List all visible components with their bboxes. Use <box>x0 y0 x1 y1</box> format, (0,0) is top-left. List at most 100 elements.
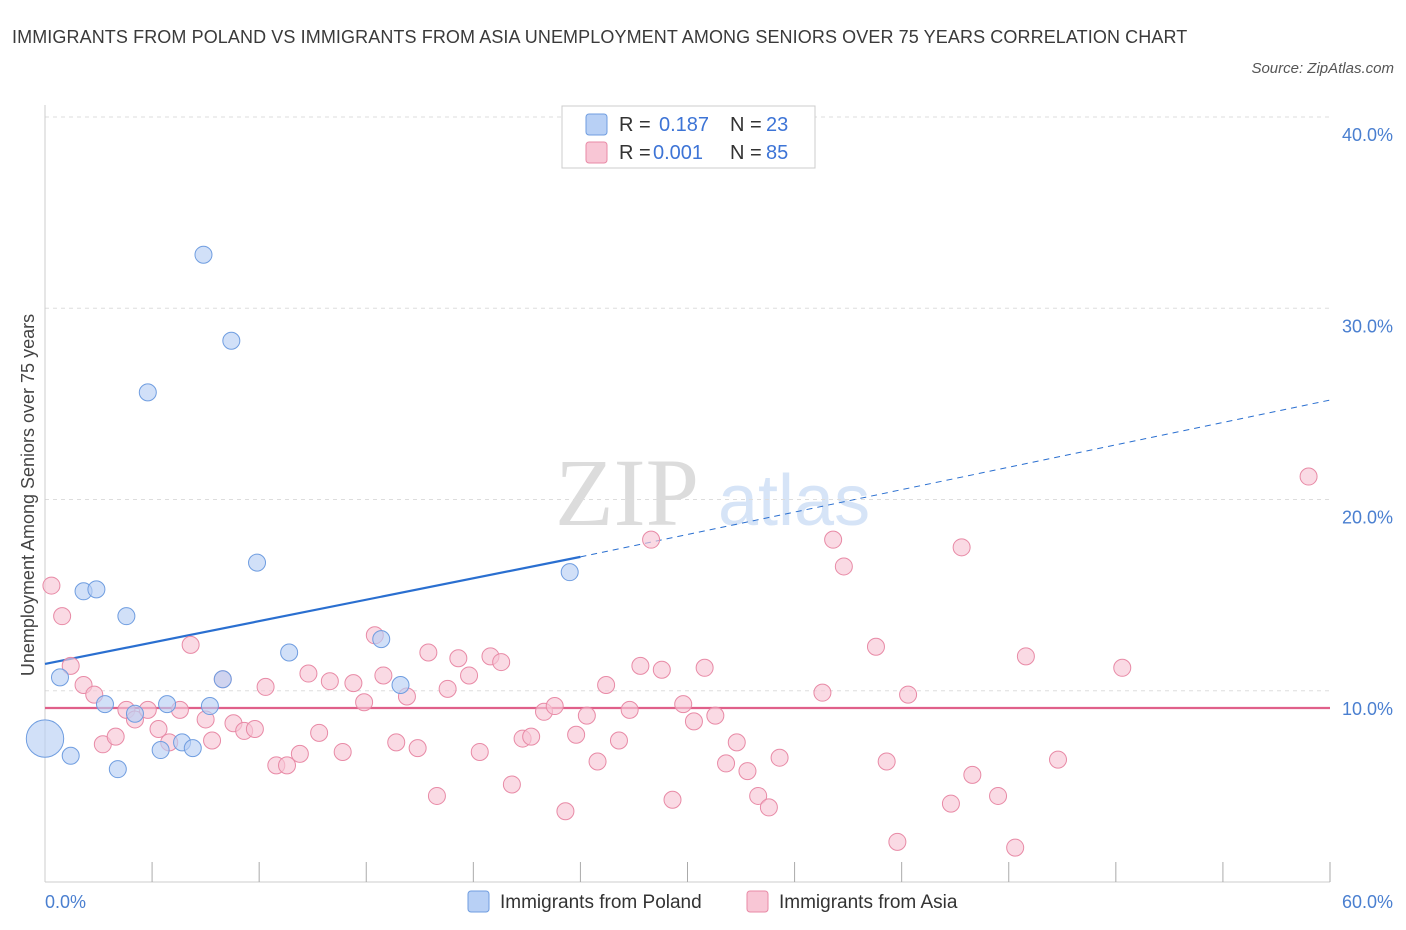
point-asia-51 <box>588 752 607 771</box>
point-asia-10 <box>149 720 168 738</box>
point-poland-8 <box>125 704 144 723</box>
point-asia-62 <box>706 706 725 725</box>
point-asia-72 <box>866 637 885 656</box>
point-asia-59 <box>674 695 693 714</box>
point-asia-31 <box>374 666 393 685</box>
point-poland-0 <box>25 719 65 758</box>
legend-n-label-poland: N = <box>730 114 762 136</box>
stats-legend: R = 0.187 N = 23 R = 0.001 N = 85 <box>561 105 816 169</box>
legend-n-label-asia: N = <box>730 142 762 164</box>
point-asia-42 <box>492 653 511 672</box>
point-asia-63 <box>717 754 736 773</box>
point-asia-38 <box>449 649 468 668</box>
point-asia-84 <box>1299 467 1318 486</box>
point-asia-61 <box>695 658 714 677</box>
point-asia-24 <box>299 664 318 683</box>
point-poland-14 <box>194 245 213 264</box>
point-poland-11 <box>158 695 177 714</box>
point-asia-48 <box>556 802 575 821</box>
y-tick-label-1: 20.0% <box>1342 508 1393 528</box>
point-asia-34 <box>408 739 427 758</box>
series-poland <box>25 245 579 779</box>
series-legend-swatch-poland <box>467 890 490 913</box>
point-asia-68 <box>770 748 789 767</box>
legend-n-poland: 23 <box>766 114 788 136</box>
point-poland-18 <box>248 553 267 572</box>
point-asia-6 <box>106 727 125 746</box>
legend-r-asia: 0.001 <box>653 142 703 164</box>
point-asia-78 <box>963 765 982 784</box>
point-poland-9 <box>138 383 157 402</box>
x-tick-label-1: 60.0% <box>1342 892 1393 912</box>
point-asia-64 <box>727 733 746 752</box>
series-legend: Immigrants from Poland Immigrants from A… <box>467 890 958 913</box>
point-asia-39 <box>460 666 479 685</box>
point-poland-17 <box>222 331 241 350</box>
point-asia-22 <box>278 756 297 775</box>
point-asia-54 <box>620 700 639 719</box>
point-poland-15 <box>200 697 219 716</box>
trend-line-poland-dashed <box>580 399 1331 558</box>
point-asia-53 <box>609 731 628 750</box>
axes: 10.0% 20.0% 30.0% 40.0% 0.0% 60.0% <box>44 105 1393 912</box>
point-asia-37 <box>438 679 457 698</box>
y-tick-label-3: 40.0% <box>1342 125 1393 145</box>
point-asia-58 <box>663 790 682 809</box>
series-legend-label-asia: Immigrants from Asia <box>779 892 958 913</box>
point-asia-81 <box>1016 647 1035 666</box>
point-poland-16 <box>213 670 232 689</box>
point-poland-5 <box>95 695 114 714</box>
point-asia-56 <box>642 530 661 549</box>
point-asia-0 <box>42 576 61 595</box>
point-asia-57 <box>652 660 671 679</box>
watermark-zip: ZIP <box>555 439 699 546</box>
series-asia <box>42 467 1318 857</box>
point-asia-83 <box>1113 658 1132 677</box>
point-asia-23 <box>290 744 309 763</box>
x-tick-label-0: 0.0% <box>45 892 86 912</box>
point-asia-36 <box>427 786 446 805</box>
point-asia-25 <box>310 723 329 742</box>
point-poland-7 <box>117 607 136 626</box>
point-poland-21 <box>391 676 410 695</box>
point-poland-4 <box>87 580 106 599</box>
point-asia-2 <box>61 656 80 675</box>
point-poland-2 <box>61 746 80 765</box>
point-poland-1 <box>50 668 69 687</box>
point-asia-28 <box>344 674 363 693</box>
point-asia-20 <box>256 677 275 696</box>
point-asia-66 <box>749 786 768 805</box>
point-asia-70 <box>824 530 843 549</box>
series-legend-swatch-asia <box>746 890 769 913</box>
point-asia-71 <box>834 557 853 576</box>
point-asia-52 <box>597 676 616 695</box>
point-asia-55 <box>631 656 650 675</box>
point-asia-50 <box>577 706 596 725</box>
point-poland-6 <box>108 760 127 779</box>
y-axis-label: Unemployment Among Seniors over 75 years <box>18 314 38 676</box>
point-asia-60 <box>684 712 703 731</box>
point-poland-20 <box>372 630 391 649</box>
point-poland-13 <box>183 739 202 758</box>
point-asia-77 <box>952 538 971 557</box>
point-asia-15 <box>203 731 222 750</box>
point-asia-69 <box>813 683 832 702</box>
point-asia-43 <box>502 775 521 794</box>
point-asia-75 <box>899 685 918 704</box>
point-poland-19 <box>280 643 299 662</box>
point-asia-73 <box>877 752 896 771</box>
legend-swatch-poland <box>585 113 608 136</box>
legend-n-asia: 85 <box>766 142 788 164</box>
grid-lines <box>45 116 1330 692</box>
point-poland-10 <box>151 741 170 760</box>
point-asia-82 <box>1049 750 1068 769</box>
watermark-atlas: atlas <box>718 461 870 541</box>
point-asia-1 <box>53 607 72 626</box>
point-asia-27 <box>333 742 352 761</box>
legend-swatch-asia <box>585 141 608 164</box>
chart-title: IMMIGRANTS FROM POLAND VS IMMIGRANTS FRO… <box>12 27 1188 47</box>
point-asia-13 <box>181 635 200 654</box>
legend-r-label-asia: R = <box>619 142 651 164</box>
point-asia-35 <box>419 643 438 662</box>
legend-r-label-poland: R = <box>619 114 651 136</box>
